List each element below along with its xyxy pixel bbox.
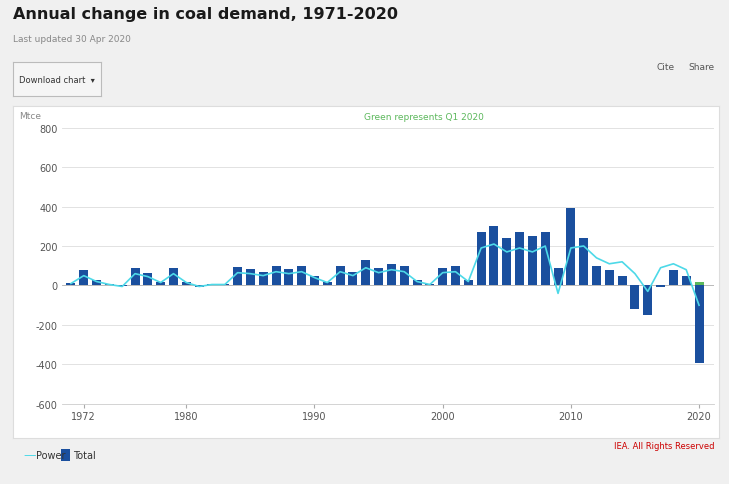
Bar xyxy=(105,284,114,286)
Bar xyxy=(464,280,473,286)
Bar xyxy=(208,284,217,286)
Text: Total: Total xyxy=(73,450,95,460)
Bar xyxy=(259,272,268,286)
Bar xyxy=(425,284,434,286)
Text: —: — xyxy=(23,449,36,461)
Bar xyxy=(477,233,486,286)
Bar xyxy=(310,276,319,286)
Bar xyxy=(399,266,409,286)
Bar xyxy=(643,286,652,316)
Bar xyxy=(682,276,690,286)
Bar xyxy=(169,268,178,286)
Text: Last updated 30 Apr 2020: Last updated 30 Apr 2020 xyxy=(13,35,131,44)
Bar xyxy=(220,284,229,286)
Bar xyxy=(348,272,357,286)
Bar xyxy=(374,268,383,286)
Bar xyxy=(297,266,306,286)
Text: IEA. All Rights Reserved: IEA. All Rights Reserved xyxy=(614,441,714,451)
Bar xyxy=(656,286,665,288)
Bar xyxy=(566,209,575,286)
Bar xyxy=(335,266,345,286)
Bar xyxy=(451,266,460,286)
Bar xyxy=(284,269,293,286)
Text: Green represents Q1 2020: Green represents Q1 2020 xyxy=(364,113,484,122)
Text: Power: Power xyxy=(36,450,66,460)
Bar xyxy=(92,280,101,286)
Bar xyxy=(233,267,242,286)
Bar xyxy=(695,286,703,363)
Bar xyxy=(362,260,370,286)
Bar xyxy=(695,282,703,286)
Bar xyxy=(413,280,421,286)
Text: Mtce: Mtce xyxy=(20,112,42,121)
Text: Download chart  ▾: Download chart ▾ xyxy=(19,76,95,84)
Bar xyxy=(117,286,127,287)
Text: Share: Share xyxy=(688,63,714,72)
Bar xyxy=(271,266,281,286)
Bar xyxy=(323,282,332,286)
Bar xyxy=(79,270,88,286)
Bar xyxy=(387,264,396,286)
Bar xyxy=(631,286,639,310)
Bar xyxy=(553,268,563,286)
Bar xyxy=(669,270,678,286)
Bar xyxy=(66,283,75,286)
Bar xyxy=(130,268,139,286)
Bar xyxy=(182,282,191,286)
Bar xyxy=(246,269,255,286)
Bar xyxy=(605,270,614,286)
Bar xyxy=(541,233,550,286)
Text: Annual change in coal demand, 1971-2020: Annual change in coal demand, 1971-2020 xyxy=(13,7,398,22)
Bar xyxy=(489,227,499,286)
Bar xyxy=(592,266,601,286)
Bar xyxy=(579,239,588,286)
Bar xyxy=(502,239,511,286)
Bar xyxy=(156,282,165,286)
Bar xyxy=(438,268,447,286)
Bar xyxy=(617,276,627,286)
Text: Cite: Cite xyxy=(656,63,674,72)
Bar xyxy=(195,286,203,288)
Bar xyxy=(528,237,537,286)
Bar xyxy=(515,233,524,286)
Bar xyxy=(144,273,152,286)
